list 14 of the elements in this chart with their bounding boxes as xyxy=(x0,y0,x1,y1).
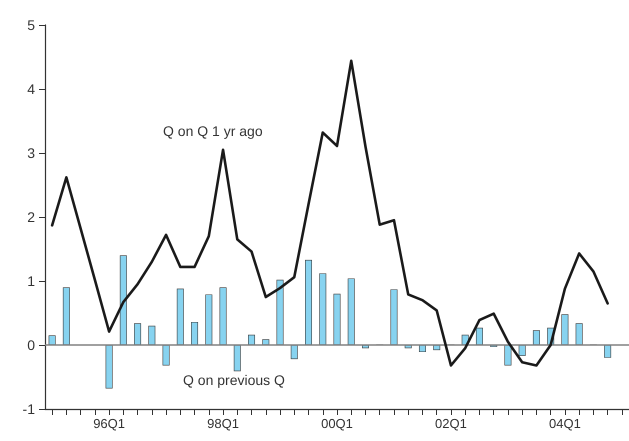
y-tick-label: 4 xyxy=(27,81,36,97)
x-tick-label: 00Q1 xyxy=(321,416,353,431)
series-label: Q on Q 1 yr ago xyxy=(163,123,263,139)
y-tick-label: 5 xyxy=(27,17,36,33)
x-tick-label: 04Q1 xyxy=(548,416,581,431)
y-tick-label: 3 xyxy=(27,145,36,161)
y-tick-label: 1 xyxy=(27,273,36,289)
series-label: Q on previous Q xyxy=(183,372,286,388)
y-tick-label: -1 xyxy=(22,401,36,417)
y-tick-label: 0 xyxy=(27,337,36,353)
x-tick-label: 96Q1 xyxy=(93,416,126,431)
x-tick-label: 02Q1 xyxy=(435,416,467,431)
y-tick-label: 2 xyxy=(27,209,36,225)
x-tick-label: 98Q1 xyxy=(207,416,239,431)
